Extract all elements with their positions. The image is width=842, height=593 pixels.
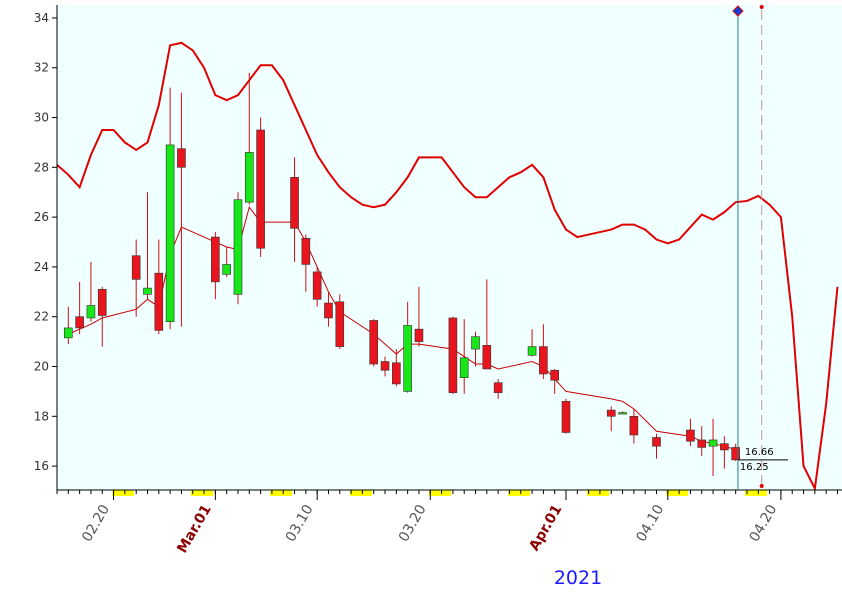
y-tick-label: 32 xyxy=(34,61,49,75)
candle-body xyxy=(392,362,401,385)
candle-body xyxy=(731,447,740,461)
candle-body xyxy=(222,264,231,275)
candle-body xyxy=(86,305,96,319)
candle-body xyxy=(686,429,695,442)
candle-body xyxy=(233,199,243,295)
x-tick-label: 02.20 xyxy=(79,502,113,545)
candle-body xyxy=(64,327,73,339)
y-tick-label: 34 xyxy=(34,11,49,25)
candle-body xyxy=(618,412,627,415)
x-tick-label: Mar.01 xyxy=(174,502,214,556)
plot-area xyxy=(57,5,842,490)
candle-body xyxy=(244,152,254,203)
y-tick-label: 20 xyxy=(34,360,49,374)
candle-body xyxy=(324,302,333,319)
line-series xyxy=(57,41,839,490)
candle-body xyxy=(154,272,164,331)
y-tick-label: 18 xyxy=(34,409,49,423)
candle-body xyxy=(369,320,379,365)
candle-body xyxy=(312,271,322,300)
candle-body xyxy=(539,346,548,375)
y-tick-label: 30 xyxy=(34,111,49,125)
y-tick-label: 28 xyxy=(34,160,49,174)
y-tick-label: 16 xyxy=(34,459,49,473)
year-label: 2021 xyxy=(554,567,602,589)
candle-body xyxy=(256,129,265,249)
candle-body xyxy=(380,361,390,371)
price-label: 16.66 xyxy=(745,447,774,458)
candle-body xyxy=(211,236,220,283)
candle-body xyxy=(527,346,537,356)
candle-body xyxy=(290,176,299,229)
x-tick-label: 04.10 xyxy=(633,502,667,545)
candle-body xyxy=(301,237,311,265)
weekend-markers xyxy=(112,490,767,496)
y-tick-label: 26 xyxy=(34,210,49,224)
candle-body xyxy=(414,328,424,342)
cursor-diamond xyxy=(732,5,744,17)
candle-body xyxy=(471,336,480,350)
candle-body xyxy=(143,287,152,295)
candle-body xyxy=(493,382,503,393)
candle-body xyxy=(550,369,559,381)
candle-body xyxy=(335,301,345,347)
price-label: 16.25 xyxy=(740,462,769,473)
x-tick-label: 04.20 xyxy=(746,502,780,545)
candle-body xyxy=(606,409,616,417)
x-tick-label: Apr.01 xyxy=(526,502,565,554)
x-tick-label: 03.10 xyxy=(283,502,317,545)
projection-dot xyxy=(759,484,764,488)
candle-body xyxy=(177,148,186,168)
candle-body xyxy=(652,437,661,447)
candle-body xyxy=(131,255,141,280)
candle-body xyxy=(75,316,84,329)
candle-body xyxy=(482,345,492,370)
candle-body xyxy=(97,289,107,316)
candle-body xyxy=(448,317,458,393)
candle-body xyxy=(629,416,639,436)
candle-body xyxy=(459,357,469,379)
candle-body xyxy=(561,401,571,433)
candle-body xyxy=(697,439,707,448)
x-tick-label: 03.20 xyxy=(396,502,430,545)
candle-body xyxy=(720,443,729,451)
candle-body xyxy=(403,325,412,392)
candle-body xyxy=(165,144,175,322)
y-tick-label: 24 xyxy=(34,260,49,274)
candle-body xyxy=(708,439,718,447)
y-tick-label: 22 xyxy=(34,310,49,324)
projection-dot xyxy=(759,5,764,9)
